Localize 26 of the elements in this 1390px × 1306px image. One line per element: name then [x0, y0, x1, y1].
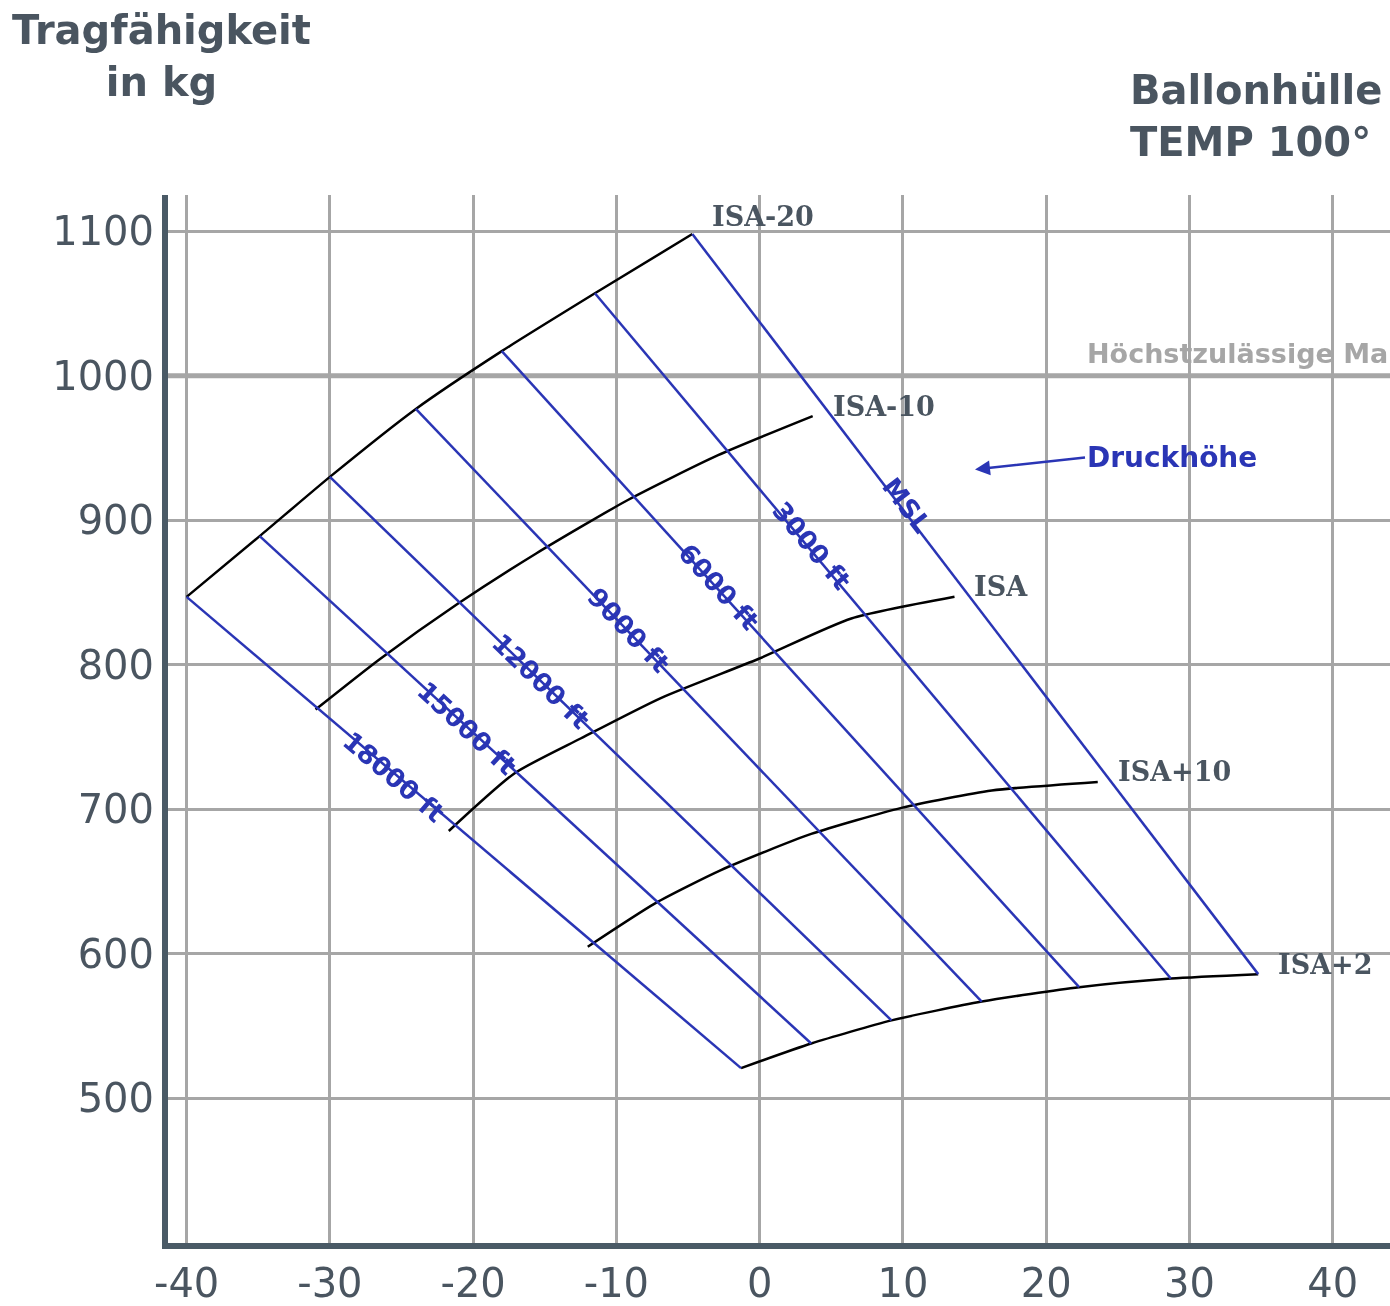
x-tick-label: -30	[297, 1260, 363, 1306]
y-tick-label: 1100	[52, 208, 154, 255]
x-tick-label: 30	[1163, 1260, 1215, 1306]
y-tick-label: 700	[77, 786, 154, 833]
x-tick-label: -40	[153, 1260, 220, 1306]
series-label: ISA	[974, 571, 1029, 602]
x-tick-label: 10	[877, 1260, 929, 1306]
annotation: Druckhöhe	[1087, 441, 1258, 474]
line-series	[739, 972, 1260, 1070]
y-tick-label: 1000	[52, 352, 154, 399]
x-tick-label: -10	[583, 1260, 650, 1306]
y-axis-title: Tragfähigkeit in kg	[12, 7, 311, 105]
x-tick-label: 20	[1020, 1260, 1072, 1306]
y-tick-label: 900	[77, 497, 154, 544]
y-tick-label: 800	[77, 641, 154, 688]
x-tick-label: -20	[440, 1260, 506, 1306]
series-label: ISA+2	[1278, 949, 1373, 980]
line-series	[586, 780, 1099, 948]
series-label: ISA-20	[712, 201, 814, 232]
x-tick-label: 40	[1307, 1260, 1359, 1306]
series-label: ISA-10	[833, 391, 935, 422]
y-tick-label: 500	[77, 1075, 154, 1122]
chart-title: Ballonhülle TEMP 100°	[1130, 67, 1383, 165]
y-tick-label: 600	[77, 930, 154, 977]
series-label: ISA+10	[1118, 756, 1232, 787]
x-tick-label: 0	[746, 1260, 773, 1306]
